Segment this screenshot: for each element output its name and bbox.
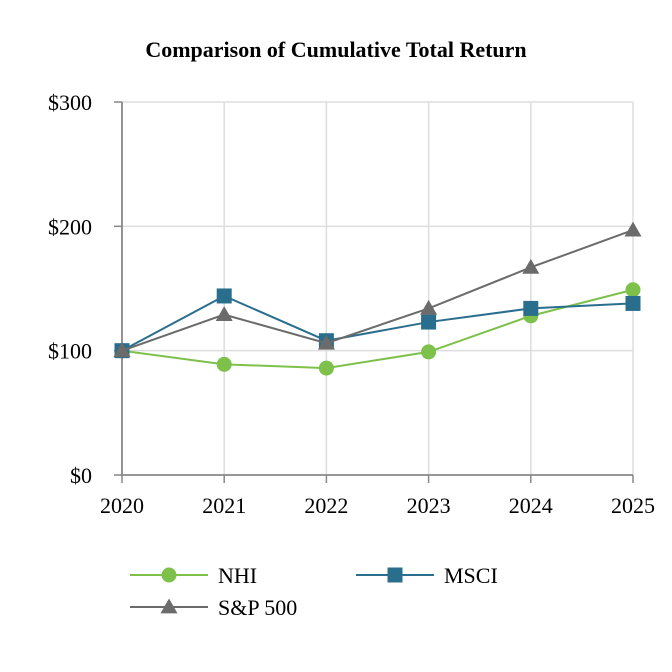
- data-point-s-p-500: [624, 221, 642, 237]
- legend-marker-msci: [387, 567, 403, 583]
- data-point-nhi: [625, 282, 641, 298]
- grid: [122, 101, 634, 475]
- series-group: [113, 221, 642, 376]
- series-line-nhi: [121, 288, 634, 370]
- x-tick-label: 2023: [407, 493, 451, 518]
- data-point-nhi: [421, 344, 437, 360]
- x-tick-label: 2024: [509, 493, 553, 518]
- data-point-s-p-500: [317, 334, 335, 350]
- data-point-msci: [523, 300, 539, 316]
- legend: NHI MSCI S&P 500: [130, 563, 498, 620]
- series-msci: [114, 288, 641, 359]
- x-tick-label: 2021: [202, 493, 246, 518]
- legend-label-msci: MSCI: [444, 563, 498, 588]
- legend-label-nhi: NHI: [218, 563, 257, 588]
- legend-marker-nhi: [161, 567, 177, 583]
- y-tick-label: $300: [48, 90, 92, 115]
- series-line-msci: [121, 294, 634, 352]
- legend-item-s-p-500: S&P 500: [130, 595, 297, 620]
- data-point-s-p-500: [420, 299, 438, 315]
- legend-label-s-p-500: S&P 500: [218, 595, 297, 620]
- data-point-nhi: [318, 360, 334, 376]
- axes: [114, 101, 634, 483]
- y-tick-labels: $0 $100 $200 $300: [48, 90, 92, 488]
- data-point-nhi: [216, 356, 232, 372]
- x-tick-label: 2022: [304, 493, 348, 518]
- y-tick-label: $0: [70, 463, 92, 488]
- data-point-s-p-500: [215, 306, 233, 321]
- chart-title: Comparison of Cumulative Total Return: [145, 37, 526, 62]
- y-tick-label: $200: [48, 214, 92, 239]
- legend-item-nhi: NHI: [130, 563, 257, 588]
- x-tick-label: 2020: [100, 493, 144, 518]
- x-tick-label: 2025: [611, 493, 655, 518]
- data-point-msci: [421, 314, 437, 330]
- x-tick-labels: 2020 2021 2022 2023 2024 2025: [100, 493, 655, 518]
- legend-item-msci: MSCI: [356, 563, 498, 588]
- y-tick-label: $100: [48, 339, 92, 364]
- series-nhi: [114, 282, 641, 376]
- data-point-s-p-500: [113, 342, 131, 358]
- legend-marker-s-p-500: [160, 598, 178, 614]
- series-line-s-p-500: [121, 229, 634, 352]
- data-point-msci: [216, 288, 232, 304]
- data-point-s-p-500: [522, 258, 540, 274]
- data-point-msci: [625, 295, 641, 311]
- series-s-p-500: [113, 221, 642, 358]
